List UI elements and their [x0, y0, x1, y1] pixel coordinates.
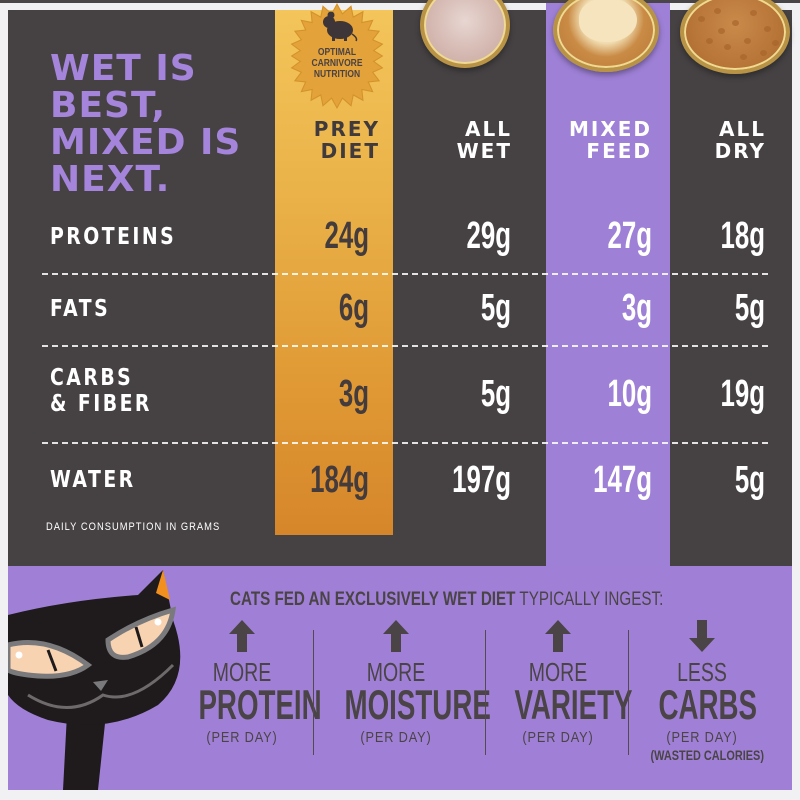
- benefit-qualifier: MORE: [212, 657, 272, 687]
- benefit-note: (WASTED CALORIES): [650, 747, 764, 763]
- cell-wet-water: 197g: [452, 459, 511, 501]
- cell-mixed-proteins: 27g: [607, 215, 652, 257]
- row-label-carbs-fiber: CARBS & FIBER: [50, 365, 152, 417]
- headline: WET IS BEST, MIXED IS NEXT.: [50, 50, 241, 198]
- column-header-line: ALL: [465, 117, 512, 141]
- column-header-line: FEED: [586, 139, 652, 163]
- benefit-title: MOISTURE: [344, 681, 491, 728]
- arrow-up-icon: [229, 620, 255, 652]
- cell-prey-proteins: 24g: [324, 215, 369, 257]
- badge-line: NUTRITION: [313, 69, 361, 80]
- cell-wet-proteins: 29g: [466, 215, 511, 257]
- benefit-separator: [485, 630, 486, 755]
- mixed-feed-column: [546, 3, 670, 566]
- benefit-per-day: (PER DAY): [666, 729, 738, 746]
- benefit-separator: [313, 630, 314, 755]
- column-header-all-wet: ALL WET: [400, 118, 512, 162]
- row-divider: [42, 345, 768, 347]
- dark-panel-right: [670, 10, 792, 566]
- headline-line: MIXED IS: [50, 122, 242, 163]
- benefit-qualifier: LESS: [677, 657, 727, 687]
- row-label-water: WATER: [50, 467, 136, 493]
- row-divider: [42, 442, 768, 444]
- column-header-mixed-feed: MIXED FEED: [548, 118, 652, 162]
- row-divider: [42, 273, 768, 275]
- benefit-protein: MORE PROTEIN (PER DAY): [176, 620, 322, 747]
- column-header-line: WET: [456, 139, 512, 163]
- arrow-up-icon: [383, 620, 409, 652]
- benefit-qualifier: MORE: [528, 657, 588, 687]
- row-label-line: CARBS: [50, 365, 134, 391]
- headline-line: WET IS: [50, 48, 197, 89]
- cell-dry-fats: 5g: [734, 287, 765, 329]
- headline-line: NEXT.: [50, 159, 171, 200]
- cell-mixed-water: 147g: [593, 459, 652, 501]
- column-header-prey-diet: PREY DIET: [280, 118, 380, 162]
- cell-wet-carbs: 5g: [480, 373, 511, 415]
- mixed-food-bowl-image: [553, 0, 659, 72]
- black-cat-illustration: [8, 570, 181, 790]
- column-header-line: ALL: [719, 117, 766, 141]
- benefit-per-day: (PER DAY): [360, 729, 432, 746]
- benefit-per-day: (PER DAY): [522, 729, 594, 746]
- benefit-title: CARBS: [658, 681, 758, 728]
- column-header-line: MIXED: [568, 117, 652, 141]
- cell-mixed-fats: 3g: [621, 287, 652, 329]
- tagline: CATS FED AN EXCLUSIVELY WET DIET TYPICAL…: [230, 589, 663, 611]
- benefit-title: PROTEIN: [198, 681, 322, 728]
- benefit-variety: MORE VARIETY (PER DAY): [492, 620, 633, 747]
- benefit-separator: [628, 630, 629, 755]
- benefit-per-day: (PER DAY): [206, 729, 278, 746]
- tagline-rest: TYPICALLY INGEST:: [515, 589, 664, 610]
- arrow-up-icon: [545, 620, 571, 652]
- benefit-qualifier: MORE: [366, 657, 426, 687]
- benefit-moisture: MORE MOISTURE (PER DAY): [318, 620, 491, 747]
- top-border: [0, 0, 800, 3]
- benefit-carbs: LESS CARBS (PER DAY) (WASTED CALORIES): [636, 620, 768, 763]
- cell-prey-fats: 6g: [338, 287, 369, 329]
- column-header-line: DIET: [320, 139, 380, 163]
- badge-line: OPTIMAL: [317, 47, 357, 58]
- row-label-proteins: PROTEINS: [50, 224, 177, 250]
- badge-text: OPTIMAL CARNIVORE NUTRITION: [291, 47, 383, 80]
- cell-dry-water: 5g: [734, 459, 765, 501]
- cell-dry-carbs: 19g: [720, 373, 765, 415]
- benefit-title: VARIETY: [514, 681, 633, 728]
- cell-dry-proteins: 18g: [720, 215, 765, 257]
- arrow-down-icon: [689, 620, 715, 652]
- cell-prey-carbs: 3g: [338, 373, 369, 415]
- cell-prey-water: 184g: [310, 459, 369, 501]
- headline-line: BEST,: [50, 85, 167, 126]
- row-label-fats: FATS: [50, 296, 111, 322]
- row-label-line: & FIBER: [50, 391, 152, 417]
- seal-badge-icon: [290, 3, 384, 109]
- cell-mixed-carbs: 10g: [607, 373, 652, 415]
- badge-line: CARNIVORE: [311, 58, 363, 69]
- cell-wet-fats: 5g: [480, 287, 511, 329]
- column-header-line: PREY: [313, 117, 380, 141]
- wet-food-bowl-image: [420, 0, 510, 68]
- column-header-all-dry: ALL DRY: [670, 118, 766, 162]
- column-header-line: DRY: [714, 139, 766, 163]
- mouse-icon: [323, 11, 358, 42]
- footnote: DAILY CONSUMPTION IN GRAMS: [46, 521, 221, 533]
- tagline-bold: CATS FED AN EXCLUSIVELY WET DIET: [230, 589, 516, 610]
- dry-food-bowl-image: [680, 0, 790, 74]
